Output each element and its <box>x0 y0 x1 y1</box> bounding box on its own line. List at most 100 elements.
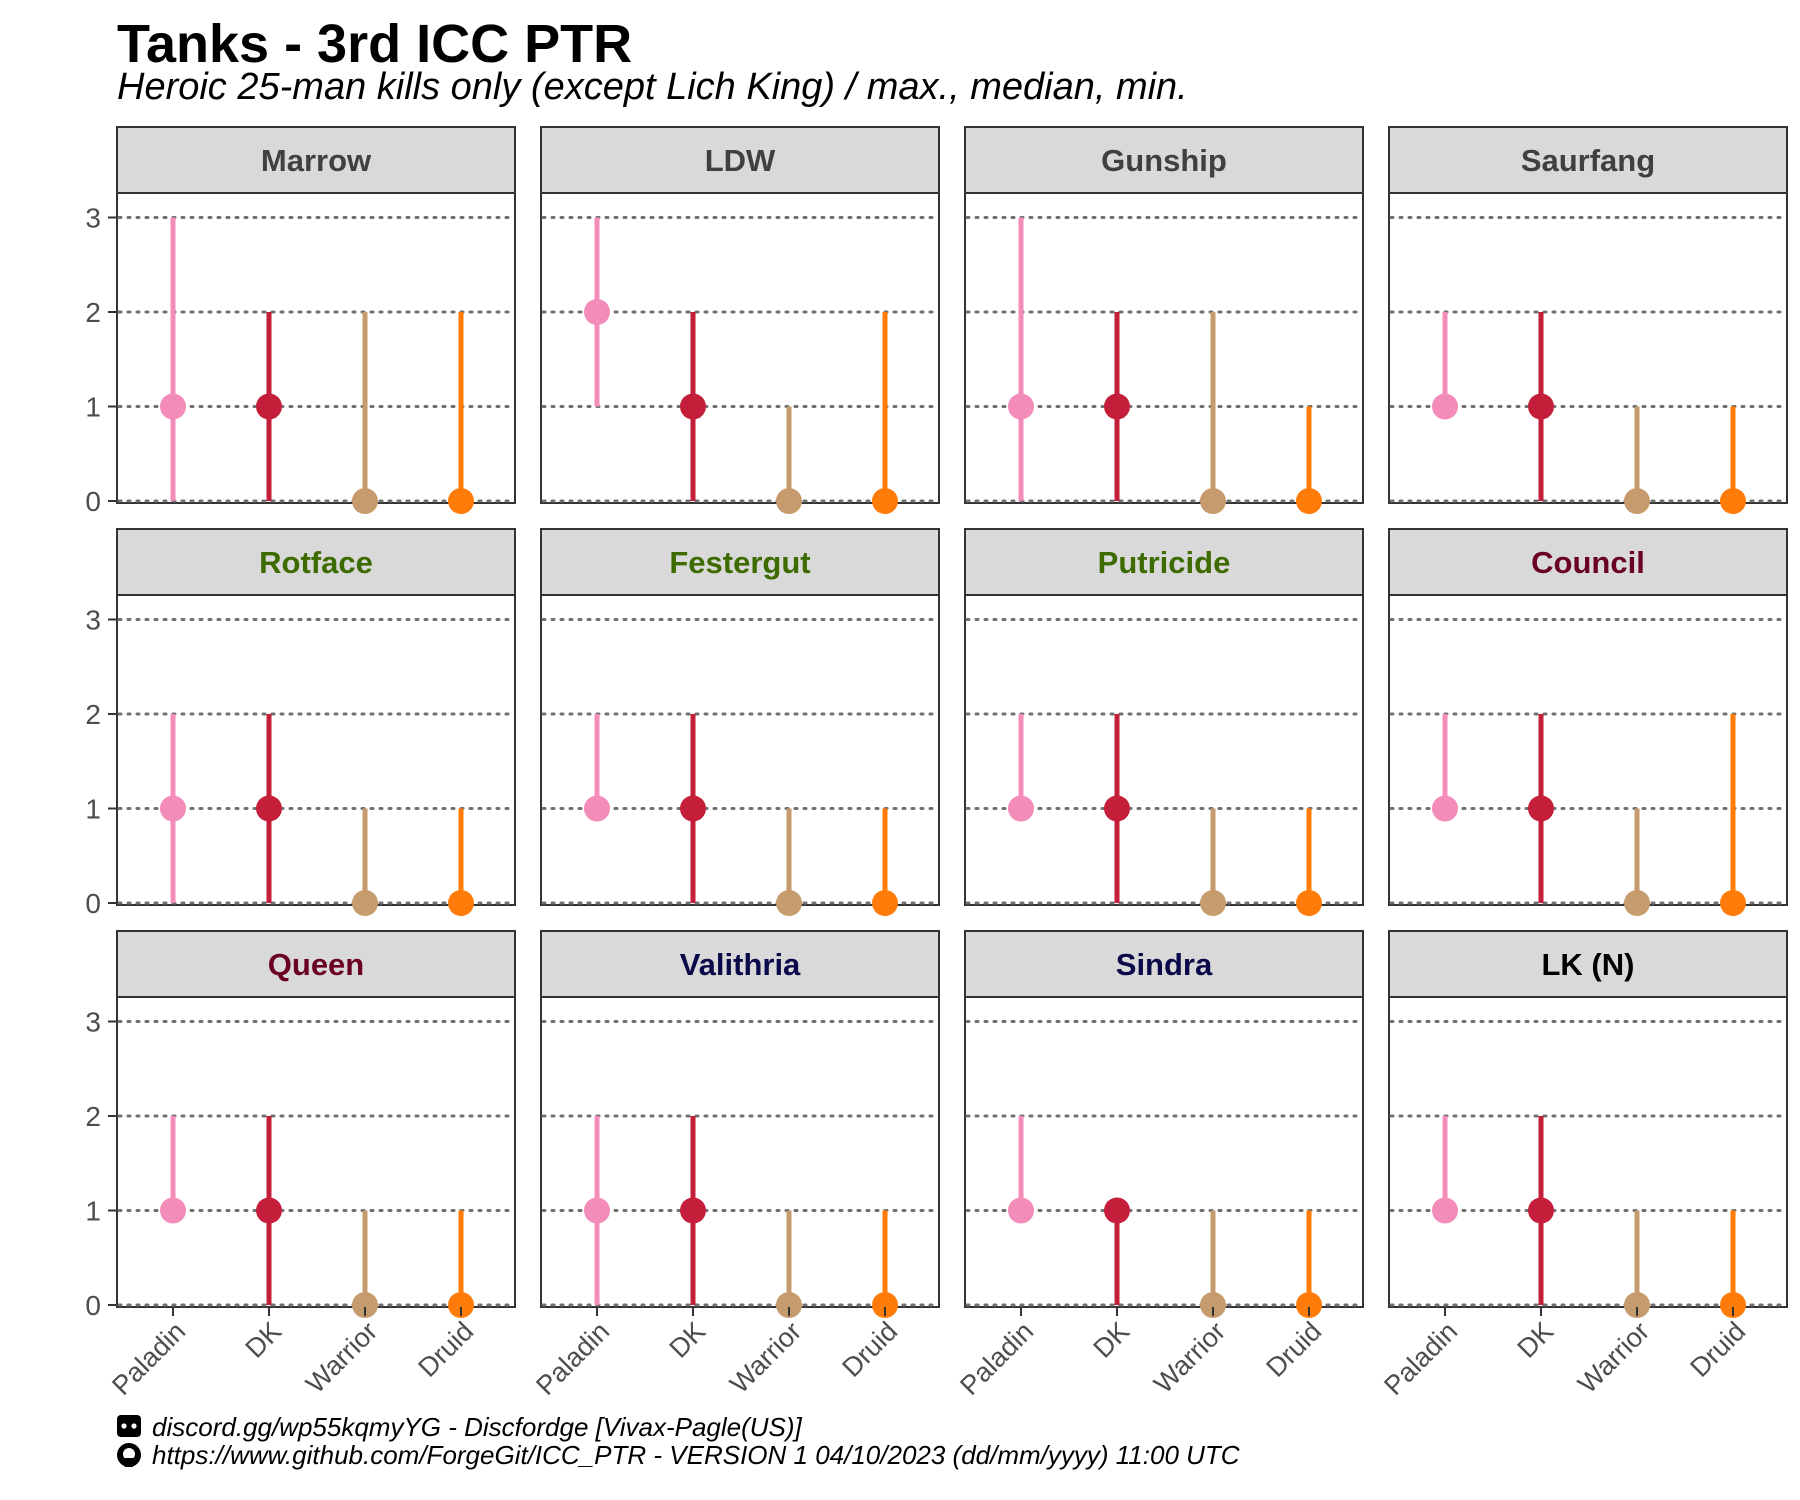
median-point-druid <box>1720 1292 1746 1318</box>
median-point-druid <box>448 1292 474 1318</box>
median-point-warrior <box>352 488 378 514</box>
plot-area <box>964 996 1364 1308</box>
x-tick-label: Paladin <box>954 1316 1039 1401</box>
strip-label: Festergut <box>669 545 810 580</box>
strip-label: Queen <box>268 947 364 982</box>
y-tick-label: 2 <box>85 297 101 328</box>
y-tick-label: 2 <box>85 699 101 730</box>
median-point-dk <box>1104 393 1130 420</box>
y-tick-label: 3 <box>85 1007 101 1038</box>
x-tick-label: Druid <box>412 1316 479 1383</box>
median-point-druid <box>448 890 474 916</box>
strip-label: Gunship <box>1101 143 1227 178</box>
x-tick-label: Warrior <box>724 1316 807 1399</box>
discord-icon-body <box>117 1415 141 1437</box>
plot-area <box>540 996 940 1308</box>
strip-label: Valithria <box>680 947 801 982</box>
plot-area <box>964 594 1364 906</box>
strip-label: Rotface <box>259 545 373 580</box>
y-tick-label: 0 <box>85 888 101 919</box>
median-point-paladin <box>160 1197 186 1224</box>
panel-saurfang: Saurfang <box>1388 126 1788 514</box>
median-point-warrior <box>1200 488 1226 514</box>
caption-area: discord.gg/wp55kqmyYG - Discfordge [Viva… <box>117 1412 1240 1470</box>
median-point-warrior <box>776 890 802 916</box>
panel-gunship: Gunship <box>964 126 1364 514</box>
strip-background <box>964 528 1364 596</box>
strip-label: Saurfang <box>1521 143 1655 178</box>
strip-label: LDW <box>705 143 776 178</box>
chart-subtitle: Heroic 25-man kills only (except Lich Ki… <box>117 66 1188 108</box>
caption-text: discord.gg/wp55kqmyYG - Discfordge [Viva… <box>152 1412 803 1442</box>
plot-area <box>1388 996 1788 1308</box>
y-tick-label: 3 <box>85 203 101 234</box>
median-point-dk <box>1528 795 1554 822</box>
median-point-warrior <box>1200 890 1226 916</box>
strip-background <box>540 126 940 194</box>
panel-council: Council <box>1388 528 1788 916</box>
chart-title: Tanks - 3rd ICC PTR <box>117 14 632 74</box>
plot-area <box>116 996 516 1308</box>
x-tick-label: DK <box>1088 1316 1136 1364</box>
strip-label: LK (N) <box>1542 947 1635 982</box>
median-point-paladin <box>584 299 610 325</box>
median-point-druid <box>1720 488 1746 514</box>
x-tick-label: DK <box>240 1316 288 1364</box>
x-tick-label: Paladin <box>1378 1316 1463 1401</box>
panel-marrow: Marrow 0 1 2 3 <box>85 126 516 517</box>
panel-putricide: Putricide <box>964 528 1364 916</box>
strip-label: Marrow <box>261 143 372 178</box>
plot-area <box>1388 594 1788 906</box>
panel-lk-n: LK (N) Paladin DK Warrior Druid <box>1378 930 1788 1401</box>
median-point-paladin <box>160 795 186 822</box>
plot-area <box>116 192 516 504</box>
y-tick-label: 2 <box>85 1101 101 1132</box>
strip-label: Putricide <box>1098 545 1231 580</box>
x-tick-label: Warrior <box>1148 1316 1231 1399</box>
github-icon <box>117 1443 141 1467</box>
median-point-dk <box>1528 393 1554 420</box>
median-point-druid <box>872 1292 898 1318</box>
median-point-paladin <box>1008 795 1034 822</box>
x-tick-label: Warrior <box>1572 1316 1655 1399</box>
strip-label: Council <box>1531 545 1645 580</box>
x-tick-label: Paladin <box>106 1316 191 1401</box>
median-point-warrior <box>776 488 802 514</box>
panel-festergut: Festergut <box>540 528 940 916</box>
median-point-paladin <box>1432 1197 1458 1224</box>
panel-rotface: Rotface 0 1 2 3 <box>85 528 516 919</box>
discord-icon <box>117 1415 141 1437</box>
x-tick-label: DK <box>1512 1316 1560 1364</box>
strip-background <box>1388 528 1788 596</box>
plot-area <box>964 192 1364 504</box>
median-point-dk <box>680 795 706 822</box>
median-point-druid <box>1296 890 1322 916</box>
median-point-druid <box>872 890 898 916</box>
plot-area <box>540 192 940 504</box>
median-point-dk <box>1104 795 1130 822</box>
median-point-dk <box>256 1197 282 1224</box>
median-point-dk <box>256 393 282 420</box>
plot-area <box>540 594 940 906</box>
median-point-druid <box>1720 890 1746 916</box>
median-point-warrior <box>352 890 378 916</box>
y-tick-label: 0 <box>85 1290 101 1321</box>
median-point-dk <box>1528 1197 1554 1224</box>
x-tick-label: Warrior <box>300 1316 383 1399</box>
panel-grid: Marrow 0 1 2 3 LDW Gunship Saurfang Rotface 0 1 2 3 F… <box>85 126 1788 1401</box>
median-point-warrior <box>1200 1292 1226 1318</box>
panel-sindra: Sindra Paladin DK Warrior Druid <box>954 930 1364 1401</box>
x-tick-label: Druid <box>1260 1316 1327 1383</box>
median-point-warrior <box>352 1292 378 1318</box>
y-tick-label: 1 <box>85 1196 101 1227</box>
median-point-paladin <box>160 393 186 420</box>
median-point-dk <box>680 393 706 420</box>
median-point-warrior <box>776 1292 802 1318</box>
plot-area <box>1388 192 1788 504</box>
median-point-warrior <box>1624 890 1650 916</box>
median-point-paladin <box>1432 795 1458 822</box>
median-point-paladin <box>1008 1197 1034 1224</box>
github-icon-tail <box>125 1458 133 1467</box>
median-point-dk <box>680 1197 706 1224</box>
